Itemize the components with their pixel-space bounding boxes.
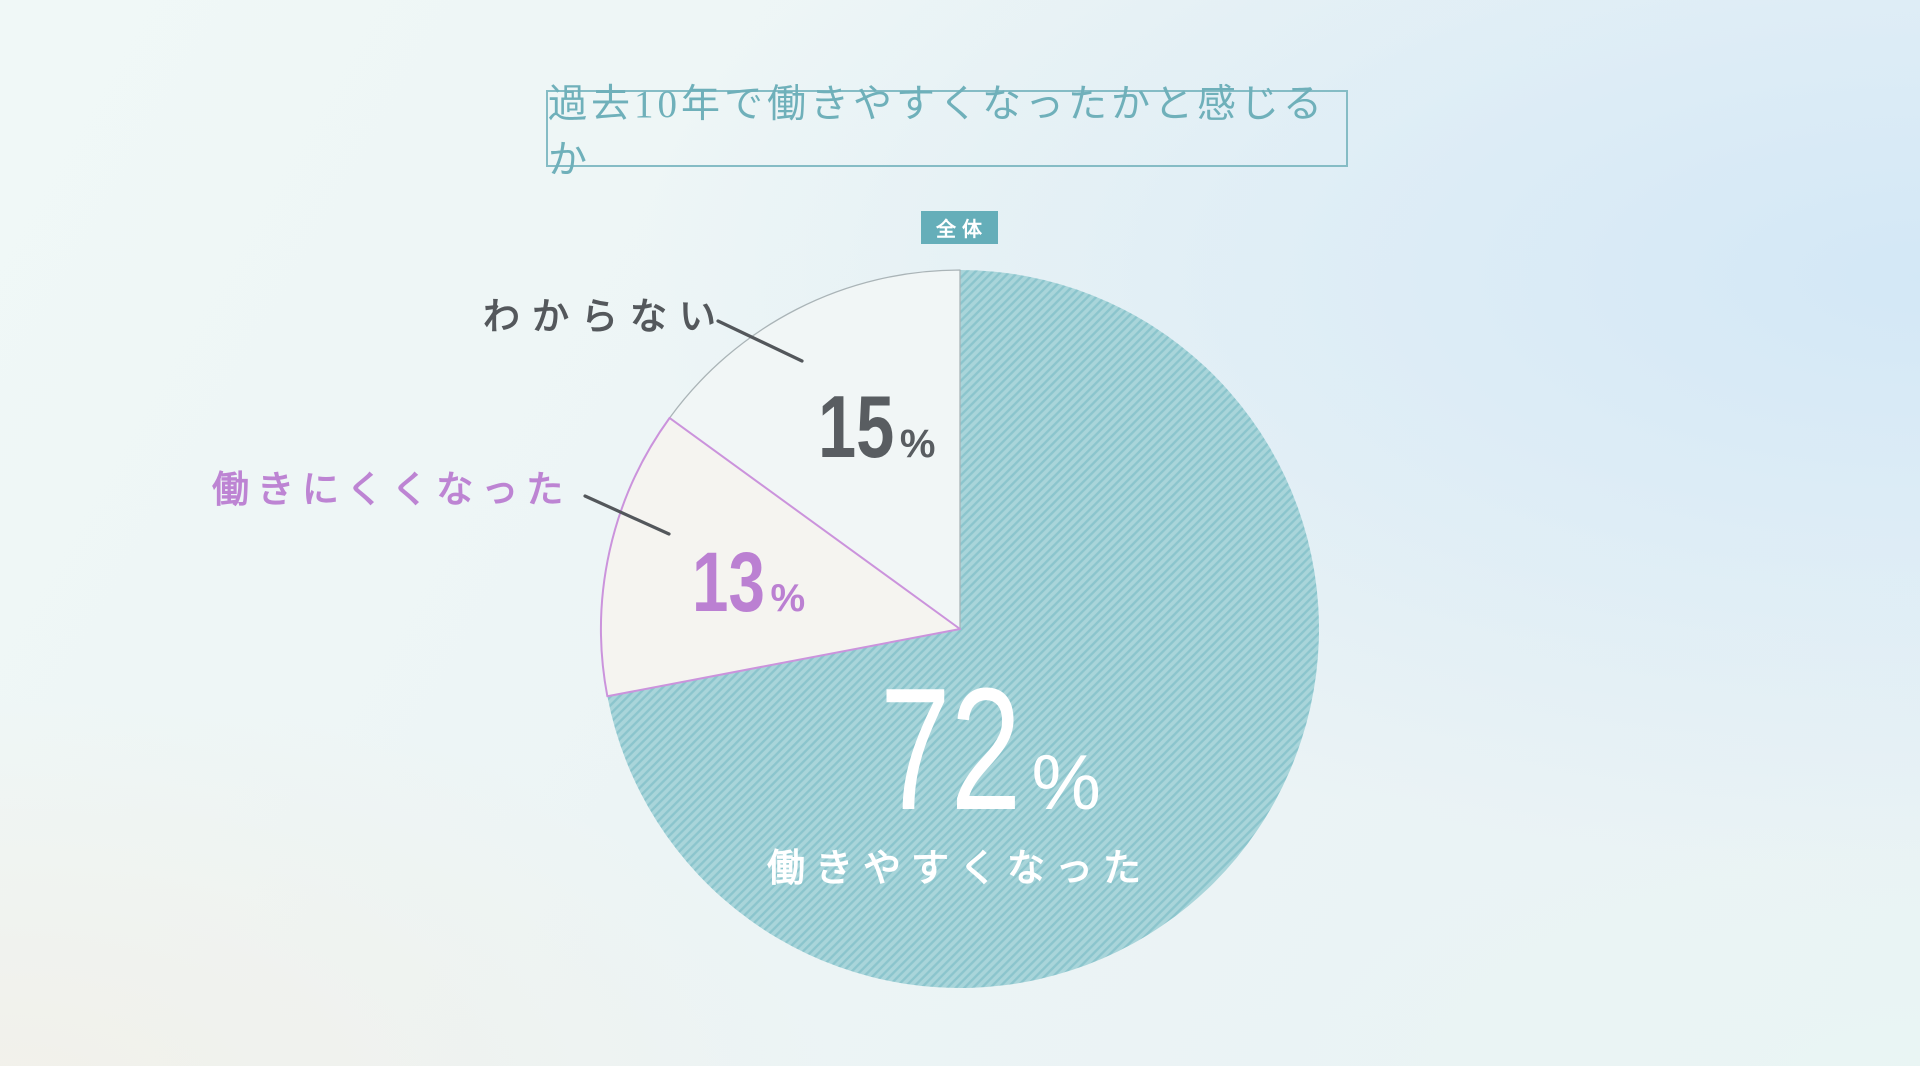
pie-slice-1 [600, 416, 961, 698]
group-badge-label: 全体 [936, 219, 988, 241]
value-hatarakinikuku: 13% [692, 540, 805, 624]
callout-label-wakaranai: わからない [483, 296, 728, 337]
value-hatarakinikuku-number: 13 [692, 535, 765, 629]
pie-slice-0 [607, 270, 1320, 988]
leader-line-hatarakinikuku [583, 494, 671, 536]
pie-slice-2 [668, 269, 961, 630]
chart-title: 過去10年で働きやすくなったかと感じるか [548, 82, 1327, 182]
pie-slices [600, 269, 1320, 988]
value-hatarakiyasuku-unit: % [1031, 738, 1101, 826]
group-badge: 全体 [921, 211, 998, 244]
inside-slice-label: 働きやすくなった [766, 848, 1151, 890]
chart-title-box: 過去10年で働きやすくなったかと感じるか [546, 83, 1348, 182]
callout-label-hatarakinikuku: 働きにくくなった [212, 469, 572, 510]
value-hatarakiyasuku-number: 72 [880, 651, 1022, 846]
value-hatarakiyasuku: 72% [880, 662, 1101, 836]
value-wakaranai-unit: % [899, 422, 936, 466]
leader-line-wakaranai [716, 319, 804, 363]
value-wakaranai-number: 15 [818, 377, 895, 476]
value-hatarakinikuku-unit: % [770, 577, 806, 620]
value-wakaranai: 15% [818, 383, 935, 471]
